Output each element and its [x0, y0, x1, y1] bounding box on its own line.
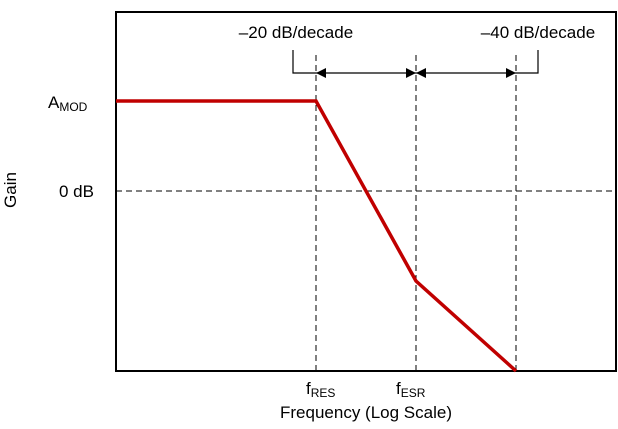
slope-bracket-right [516, 50, 539, 74]
fesr-label: fESR [396, 379, 426, 400]
x-axis-label: Frequency (Log Scale) [280, 403, 452, 422]
slope-bracket-left [292, 50, 316, 74]
fres-label: fRES [306, 379, 335, 400]
gain-curve [116, 99, 518, 373]
zero-db-label: 0 dB [59, 182, 94, 201]
slope-label-first: –20 dB/decade [239, 23, 353, 42]
amod-label: AMOD [48, 93, 88, 114]
slope-label-second: –40 dB/decade [481, 23, 595, 42]
y-axis-label: Gain [1, 172, 20, 208]
